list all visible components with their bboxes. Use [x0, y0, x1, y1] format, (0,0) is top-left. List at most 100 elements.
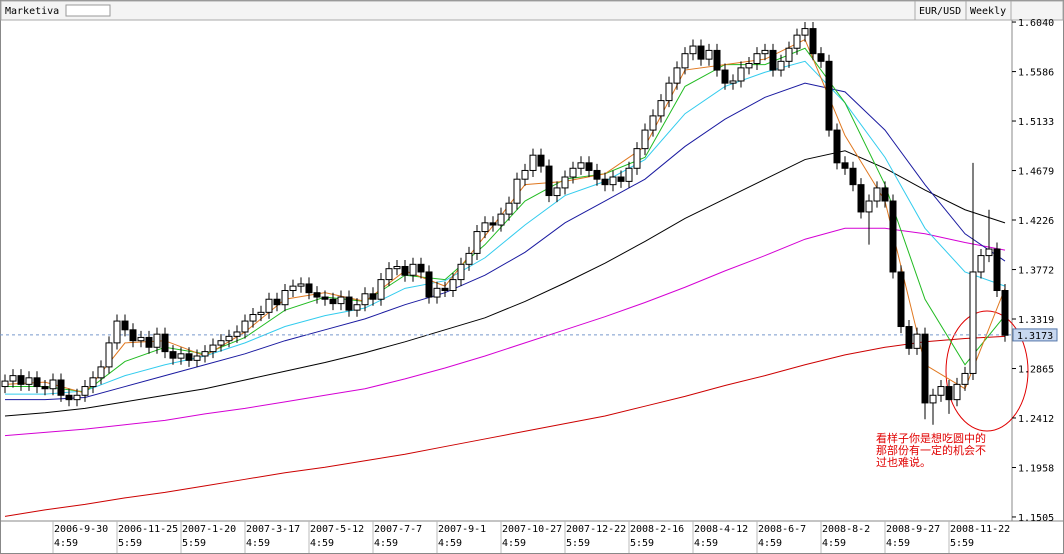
- candle-body: [105, 342, 113, 368]
- candle-body: [537, 154, 545, 167]
- candle-body: [753, 53, 761, 65]
- search-box[interactable]: [65, 4, 111, 17]
- x-tick-time: 4:59: [758, 538, 782, 549]
- x-tick-time: 4:59: [502, 538, 526, 549]
- candle-body: [801, 28, 809, 36]
- annotation-line: 过也难说。: [876, 455, 931, 469]
- candle-body: [377, 279, 385, 300]
- y-tick-label: 1.6040: [1018, 18, 1054, 29]
- candle-body: [985, 248, 993, 257]
- candle-body: [593, 169, 601, 180]
- candle-body: [169, 351, 177, 359]
- candle-body: [329, 298, 337, 305]
- candle-body: [121, 320, 129, 331]
- x-tick-label: 2007-1-20: [182, 524, 236, 535]
- x-tick-label: 2008-6-7: [758, 524, 806, 535]
- candle-body: [17, 375, 25, 385]
- candle-body: [817, 53, 825, 62]
- highlight-circle: [945, 310, 1029, 432]
- candle-body: [1, 380, 9, 388]
- x-tick-label: 2008-2-16: [630, 524, 684, 535]
- ma-line: [5, 82, 1006, 401]
- y-tick-label: 1.2412: [1018, 414, 1054, 425]
- y-tick-label: 1.5586: [1018, 68, 1054, 79]
- candle-body: [857, 184, 865, 213]
- x-tick-time: 5:59: [950, 538, 974, 549]
- candle-body: [761, 49, 769, 55]
- candle-body: [337, 296, 345, 305]
- x-tick-label: 2008-4-12: [694, 524, 748, 535]
- candle-body: [617, 176, 625, 182]
- candle-body: [665, 82, 673, 102]
- candle-body: [305, 283, 313, 294]
- candle-body: [721, 69, 729, 84]
- candle-body: [585, 162, 593, 171]
- candle-body: [97, 366, 105, 379]
- candle-body: [49, 379, 57, 390]
- y-tick-label: 1.1505: [1018, 513, 1054, 524]
- candle-body: [577, 162, 585, 169]
- candle-body: [825, 60, 833, 131]
- candle-body: [1001, 290, 1009, 336]
- candle-body: [185, 353, 193, 361]
- x-tick-time: 4:59: [246, 538, 270, 549]
- candle-body: [385, 268, 393, 281]
- candle-body: [217, 340, 225, 346]
- candle-body: [993, 248, 1001, 292]
- candle-body: [361, 293, 369, 306]
- candle-body: [425, 271, 433, 298]
- candle-body: [697, 45, 705, 60]
- candle-body: [897, 271, 905, 328]
- candle-body: [745, 63, 753, 69]
- candle-body: [849, 167, 857, 186]
- y-tick-label: 1.3772: [1018, 266, 1054, 277]
- candle-body: [601, 178, 609, 186]
- candle-body: [273, 298, 281, 306]
- candle-body: [649, 115, 657, 131]
- candle-body: [873, 187, 881, 202]
- candle-body: [369, 293, 377, 300]
- candle-body: [953, 383, 961, 401]
- candle-body: [409, 263, 417, 276]
- candle-body: [521, 169, 529, 180]
- candle-body: [465, 252, 473, 265]
- candle-body: [321, 296, 329, 300]
- period[interactable]: Weekly: [970, 6, 1006, 17]
- candle-body: [257, 311, 265, 316]
- app-name: Marketiva: [5, 6, 59, 17]
- candle-body: [737, 67, 745, 82]
- candle-body: [289, 285, 297, 292]
- candle-body: [73, 394, 81, 401]
- candle-body: [457, 263, 465, 281]
- candle-body: [153, 333, 161, 348]
- x-tick-time: 5:59: [182, 538, 206, 549]
- candle-body: [113, 320, 121, 344]
- candle-body: [961, 372, 969, 385]
- candle-body: [225, 335, 233, 342]
- annotation-line: 那部份有一定的机会不: [876, 443, 986, 457]
- symbol[interactable]: EUR/USD: [919, 6, 961, 17]
- candle-body: [729, 80, 737, 84]
- candle-body: [945, 386, 953, 401]
- candle-body: [633, 148, 641, 169]
- candle-body: [65, 394, 73, 401]
- candle-body: [249, 314, 257, 322]
- candle-body: [25, 377, 33, 385]
- candle-body: [809, 28, 817, 55]
- ma-line: [5, 47, 1006, 393]
- candle-body: [505, 202, 513, 215]
- candle-body: [57, 379, 65, 396]
- candle-body: [281, 290, 289, 306]
- candle-body: [913, 333, 921, 349]
- y-tick-label: 1.2865: [1018, 365, 1054, 376]
- x-tick-time: 5:59: [566, 538, 590, 549]
- candle-body: [777, 60, 785, 71]
- candle-body: [905, 326, 913, 349]
- candle-body: [81, 386, 89, 396]
- x-tick-time: 4:59: [310, 538, 334, 549]
- x-tick-time: 5:59: [630, 538, 654, 549]
- candle-body: [921, 333, 929, 404]
- candle-body: [417, 263, 425, 273]
